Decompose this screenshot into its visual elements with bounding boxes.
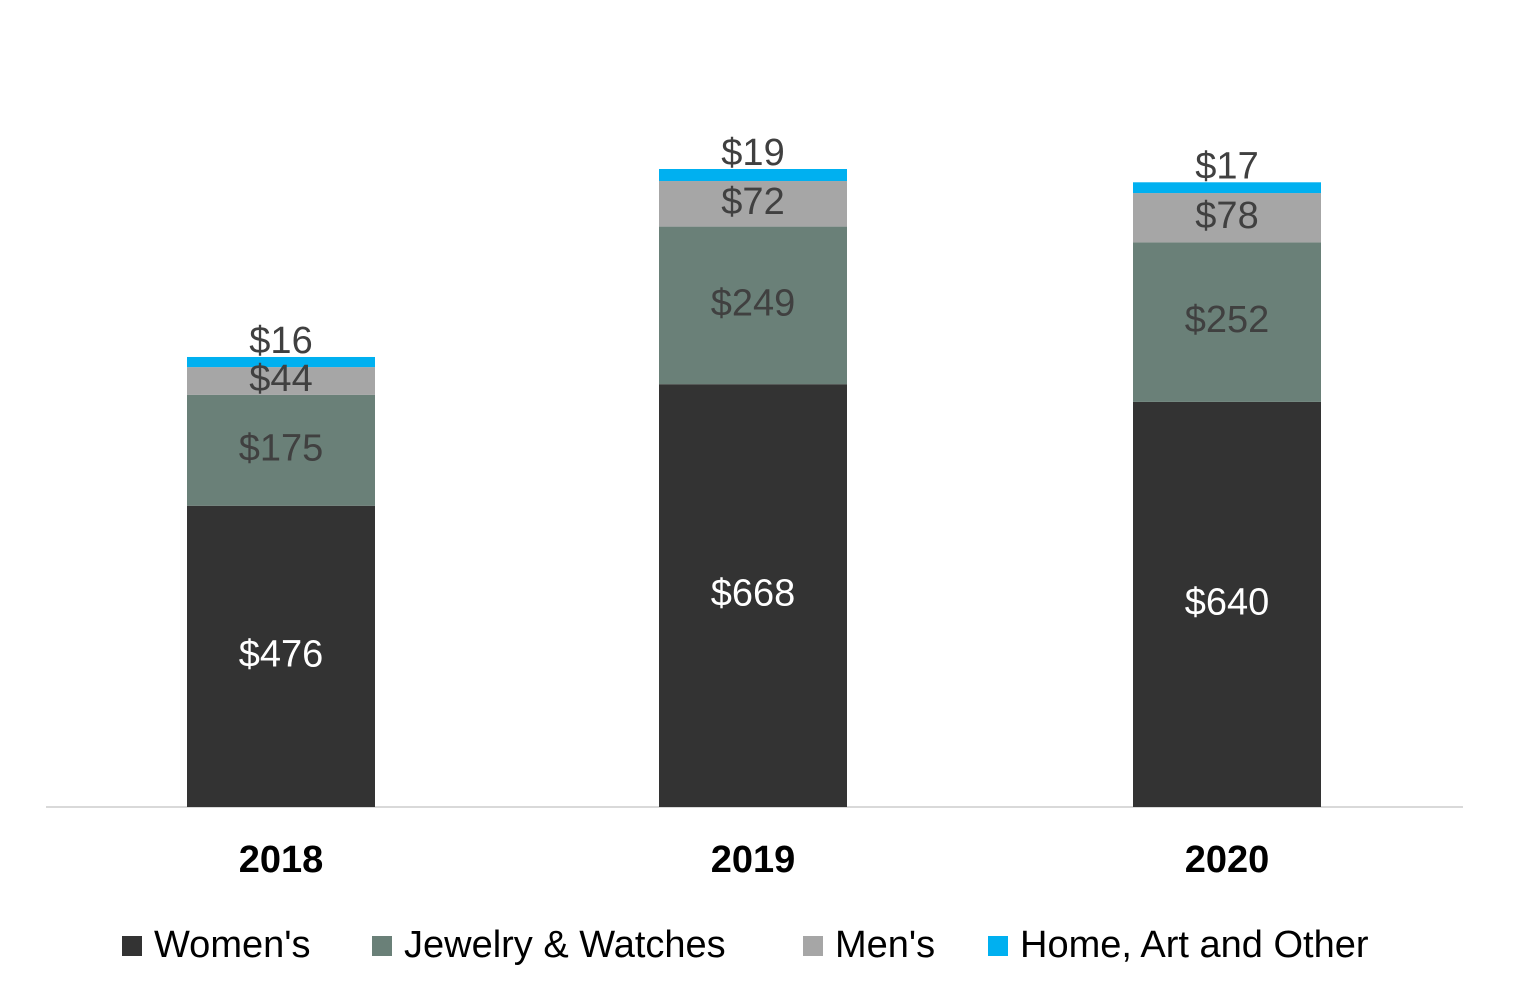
bar-segment <box>659 181 847 227</box>
data-label: $640 <box>1185 581 1270 623</box>
data-label: $476 <box>239 633 324 675</box>
bar-segment <box>1133 182 1321 194</box>
legend-swatch <box>122 936 142 956</box>
legend-swatch <box>988 936 1008 956</box>
legend-swatch <box>372 936 392 956</box>
data-label: $252 <box>1185 299 1270 341</box>
legend-label: Home, Art and Other <box>1020 924 1369 966</box>
bar-segment <box>659 384 847 807</box>
data-label: $44 <box>249 358 312 400</box>
bar-segment <box>659 226 847 385</box>
x-tick-label: 2020 <box>1185 839 1270 881</box>
legend-swatch <box>803 936 823 956</box>
bar-segment <box>187 356 375 368</box>
data-label: $249 <box>711 282 796 324</box>
bar-segment <box>1133 242 1321 402</box>
bar-segment <box>1133 193 1321 243</box>
data-label: $175 <box>239 427 324 469</box>
data-label: $72 <box>721 181 784 223</box>
x-tick-label: 2019 <box>711 839 796 881</box>
bar-segment <box>659 169 847 182</box>
legend-label: Jewelry & Watches <box>404 924 726 966</box>
data-label: $16 <box>249 320 312 362</box>
bar-segment <box>1133 401 1321 807</box>
bar-segment <box>187 394 375 506</box>
bar-segment <box>187 505 375 807</box>
legend-label: Men's <box>835 924 935 966</box>
bar-segment <box>187 367 375 395</box>
data-label: $78 <box>1195 195 1258 237</box>
x-tick-label: 2018 <box>239 839 324 881</box>
data-label: $668 <box>711 573 796 615</box>
data-label: $17 <box>1195 145 1258 187</box>
data-label: $19 <box>721 132 784 174</box>
legend-label: Women's <box>154 924 311 966</box>
